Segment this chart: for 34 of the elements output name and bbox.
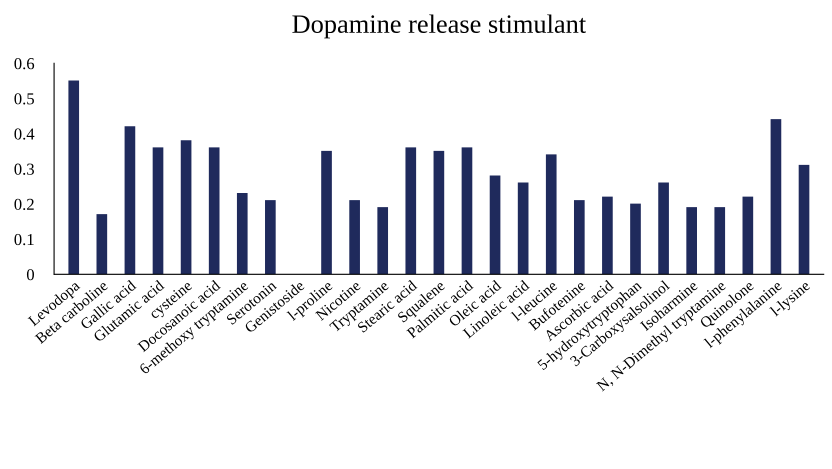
y-tick-label: 0.5 xyxy=(14,93,34,105)
y-tick-label: 0.3 xyxy=(14,164,34,175)
bar xyxy=(265,200,276,274)
bar xyxy=(742,196,754,274)
y-tick-label: 0.1 xyxy=(14,234,34,246)
bar xyxy=(434,150,444,274)
bar xyxy=(377,207,388,274)
y-tick-label: 0.2 xyxy=(14,198,34,210)
y-tick-label: 0 xyxy=(26,269,34,280)
bar xyxy=(180,140,192,274)
bar xyxy=(152,147,164,274)
bar xyxy=(574,200,585,274)
bar xyxy=(658,182,669,274)
bar xyxy=(124,126,136,274)
bar xyxy=(602,196,613,274)
bar xyxy=(770,119,782,274)
y-tick-label: 0.4 xyxy=(14,128,34,140)
bar xyxy=(208,147,220,274)
bar xyxy=(490,175,500,274)
bar xyxy=(798,164,810,274)
bar xyxy=(686,207,698,274)
bar xyxy=(546,154,557,274)
bar xyxy=(405,147,416,274)
bar xyxy=(714,207,726,274)
bar xyxy=(96,214,108,274)
bar xyxy=(630,204,641,274)
chart-title: Dopamine release stimulant xyxy=(292,14,586,38)
bar xyxy=(462,147,472,274)
bar xyxy=(518,182,528,274)
bar xyxy=(321,150,332,274)
bar xyxy=(68,80,80,274)
y-tick-label: 0.6 xyxy=(14,58,34,70)
bar xyxy=(349,200,360,274)
bar xyxy=(236,193,248,274)
